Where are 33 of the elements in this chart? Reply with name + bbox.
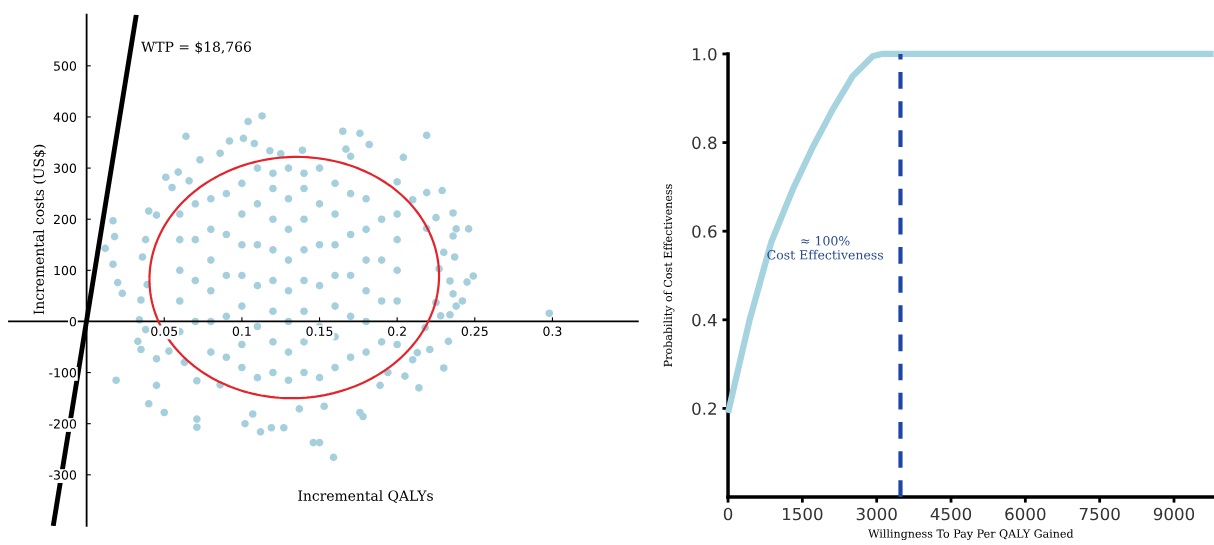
annotation: ≈ 100% Cost Effectiveness xyxy=(767,236,884,260)
y-tick-label: -300 xyxy=(49,470,77,480)
x-tick-label: 4500 xyxy=(930,507,972,521)
y-tick-label: 0.4 xyxy=(692,313,717,327)
x-axis-title: Willingness To Pay Per QALY Gained xyxy=(868,529,1074,541)
x-tick-label: 7500 xyxy=(1079,507,1120,521)
y-axis-title: Probability of Cost Effectiveness xyxy=(663,184,675,367)
x-axis-title: Incremental QALYs xyxy=(298,490,433,503)
y-tick-label: 0.8 xyxy=(692,136,717,150)
x-tick-label: 3000 xyxy=(856,507,897,521)
x-tick-label: 0.1 xyxy=(232,326,251,336)
x-tick-label: 0.05 xyxy=(151,326,178,336)
annotation: WTP = $18,766 xyxy=(141,41,251,54)
x-tick-label: 6000 xyxy=(1005,507,1046,521)
y-tick-label: 300 xyxy=(53,163,77,173)
y-tick-label: 500 xyxy=(54,61,77,71)
y-tick-label: -200 xyxy=(49,419,77,429)
x-tick-label: 0 xyxy=(723,507,733,521)
y-tick-label: 0.2 xyxy=(692,402,716,415)
y-tick-label: 0 xyxy=(69,316,77,327)
y-tick-label: 400 xyxy=(53,112,77,122)
y-tick-label: 200 xyxy=(53,214,77,225)
x-tick-label: 0.15 xyxy=(306,326,333,336)
y-tick-label: 0.6 xyxy=(692,225,717,238)
x-tick-label: 1500 xyxy=(782,507,823,521)
x-tick-label: 0.2 xyxy=(388,326,406,336)
y-tick-label: 100 xyxy=(54,265,77,276)
x-tick-label: 9000 xyxy=(1153,507,1195,521)
y-tick-label: 1.0 xyxy=(692,47,717,61)
y-axis-title: Incremental costs (US$) xyxy=(33,144,46,315)
y-tick-label: -100 xyxy=(49,368,77,378)
x-tick-label: 0.3 xyxy=(543,326,562,336)
x-tick-label: 0.25 xyxy=(461,326,488,336)
